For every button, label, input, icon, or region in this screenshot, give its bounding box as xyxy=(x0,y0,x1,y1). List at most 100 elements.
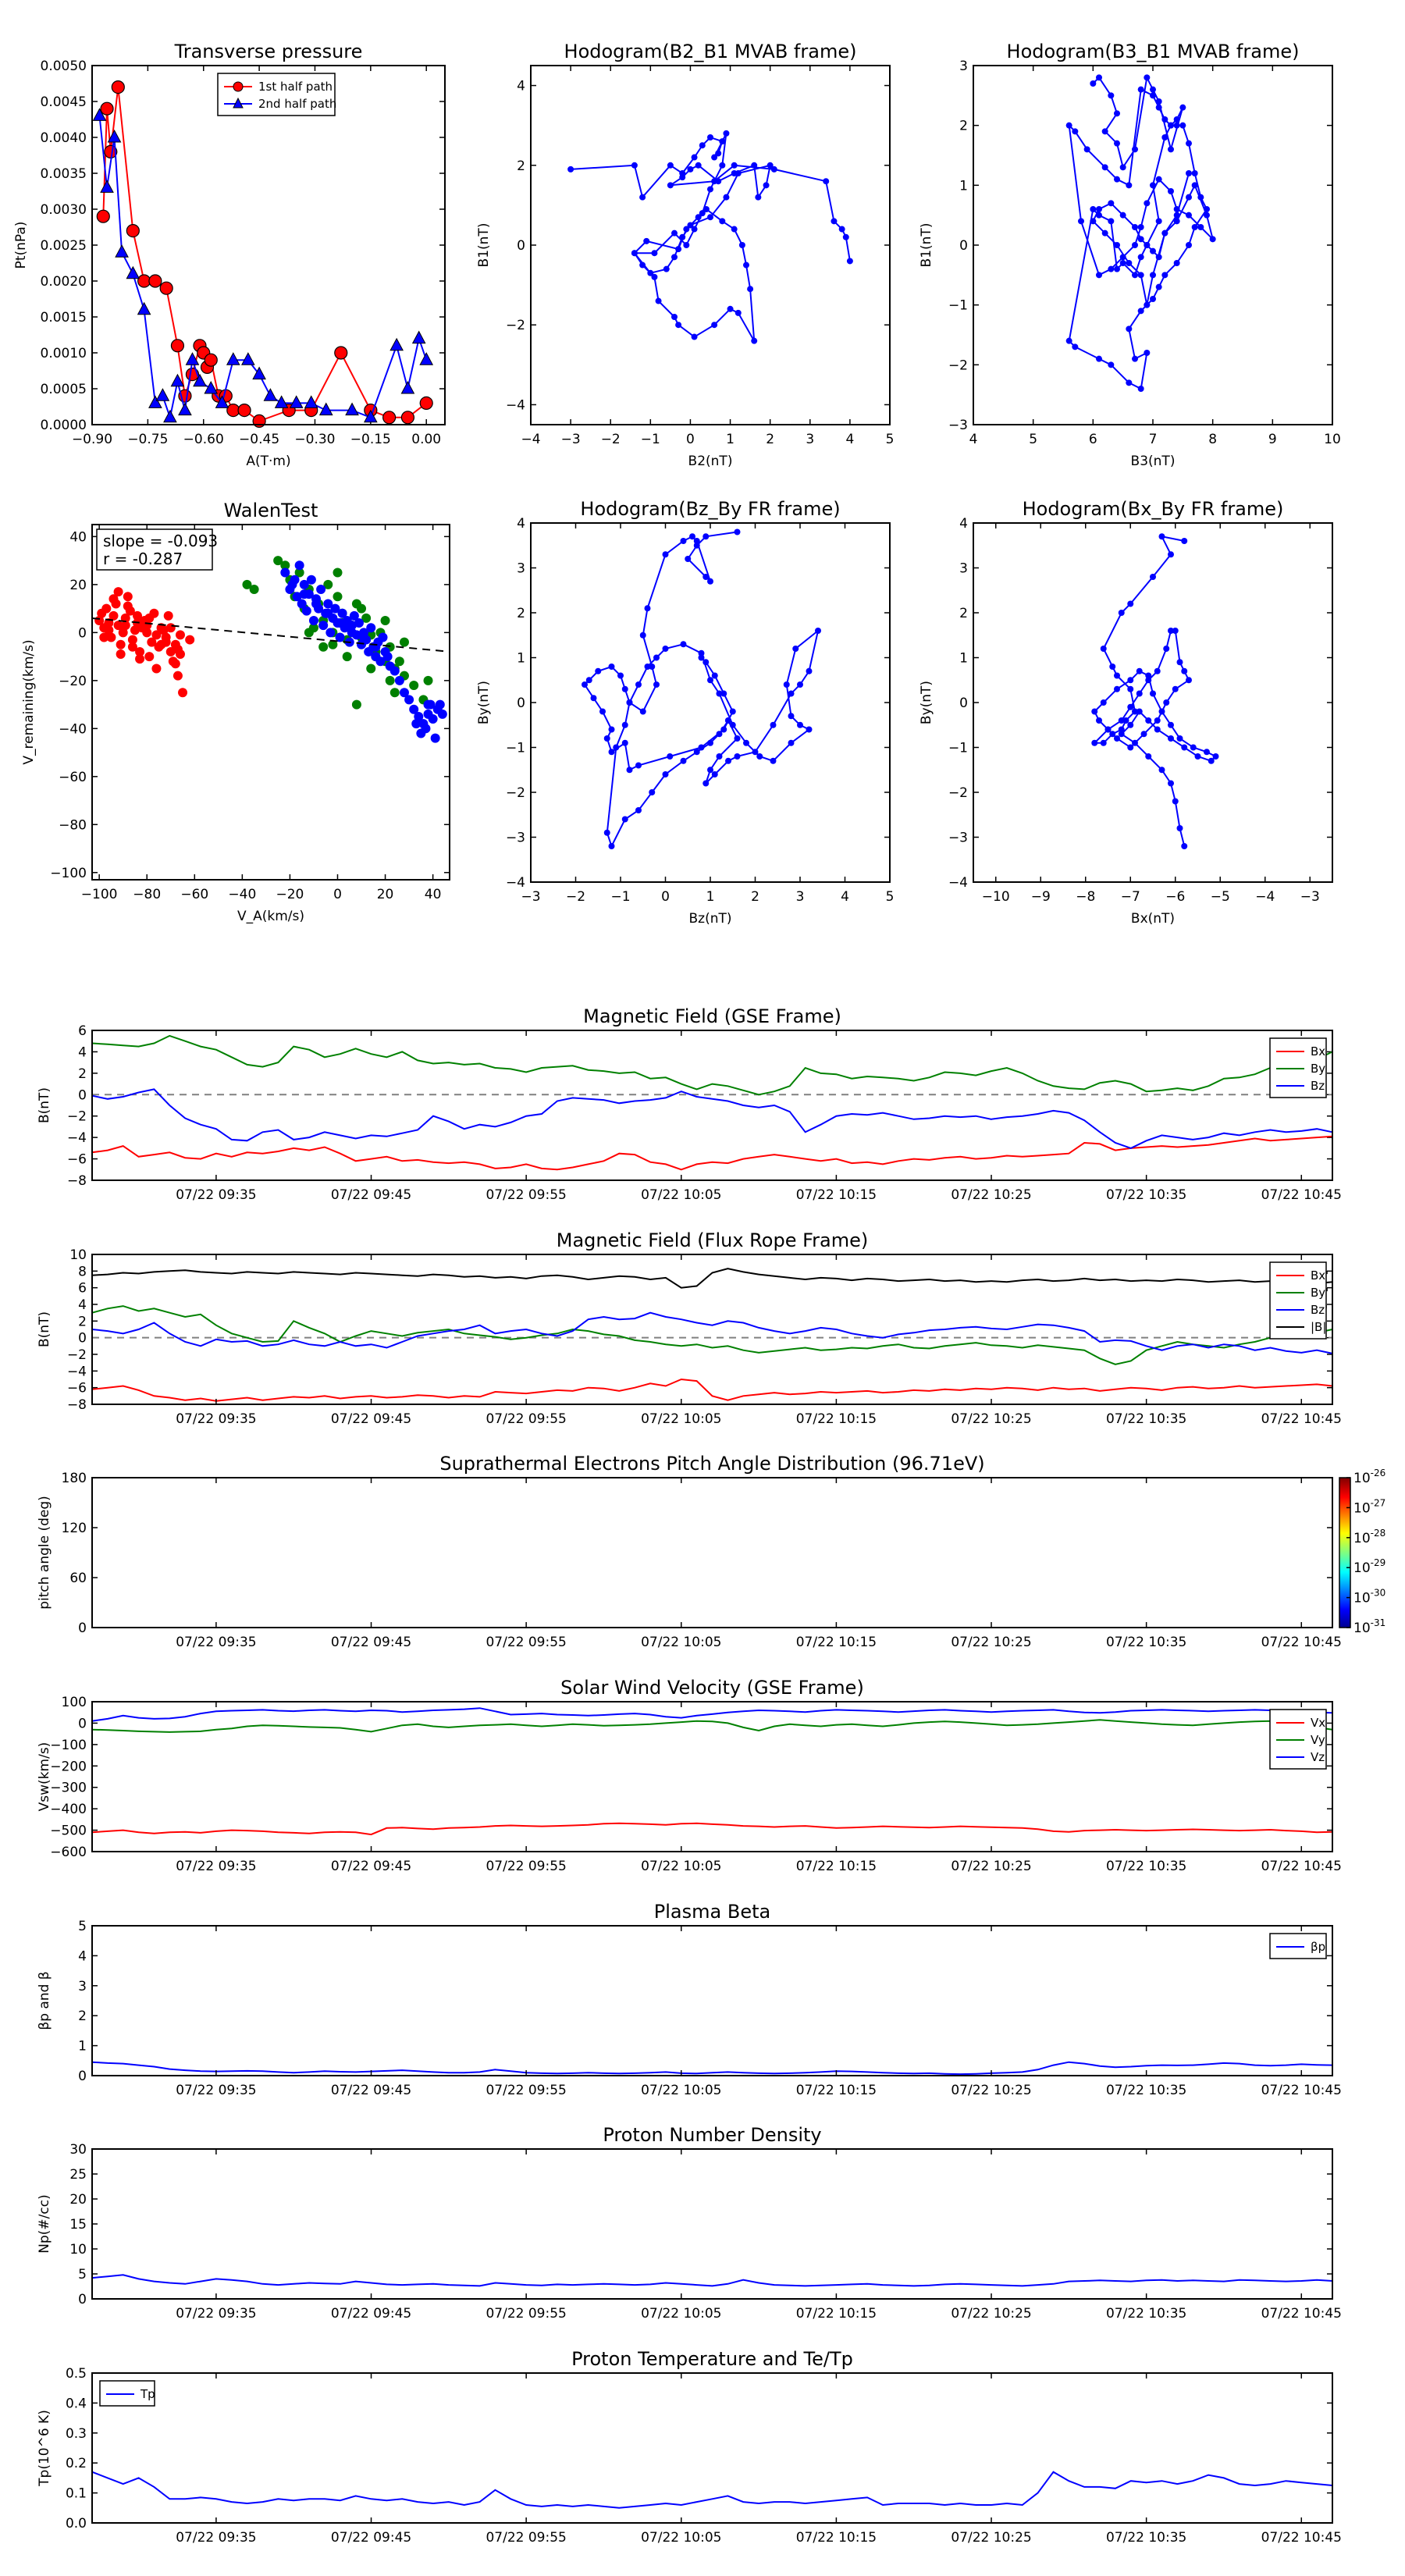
time-tick-label: 07/22 09:35 xyxy=(176,2083,256,2098)
legend-label: Bx' xyxy=(1311,1268,1329,1283)
time-tick-label: 07/22 10:05 xyxy=(641,1859,721,1874)
hodogram-b3-b1-chart: Hodogram(B3_B1 MVAB frame) −3 −2 −1 0 1 2 3 B1(n… xyxy=(919,41,1341,469)
data-point xyxy=(148,274,162,288)
data-point xyxy=(175,630,185,640)
data-point xyxy=(414,711,424,721)
data-point xyxy=(411,330,426,344)
data-point xyxy=(204,353,218,367)
data-point xyxy=(113,587,123,597)
data-point xyxy=(1119,254,1126,261)
time-tick-label: 07/22 10:35 xyxy=(1106,2530,1186,2546)
data-point xyxy=(715,150,722,157)
data-point xyxy=(1072,343,1079,350)
y-tick-label: 20 xyxy=(69,2192,87,2208)
time-tick-label: 07/22 10:15 xyxy=(796,2083,877,2098)
x-tick-label: 10 xyxy=(1324,432,1341,447)
data-point xyxy=(1150,92,1156,99)
data-point xyxy=(1132,242,1138,248)
data-point xyxy=(1168,628,1174,634)
data-point xyxy=(585,677,592,684)
data-point xyxy=(1181,667,1188,674)
y-tick-label: 0.5 xyxy=(66,2366,87,2382)
y-tick-label: −40 xyxy=(59,721,87,737)
data-point xyxy=(683,242,690,248)
data-point xyxy=(842,233,849,240)
data-point xyxy=(702,574,710,580)
y-tick-label: 0.0035 xyxy=(41,166,87,182)
data-point xyxy=(702,533,710,540)
x-tick-label: 1 xyxy=(706,889,715,905)
y-tick-label: 10 xyxy=(69,2242,87,2258)
data-point xyxy=(731,170,738,176)
data-point xyxy=(147,637,157,647)
y-tick-label: 0 xyxy=(78,1716,87,1731)
data-point xyxy=(1145,717,1152,724)
bx-line xyxy=(91,1135,1333,1171)
data-point xyxy=(687,222,694,229)
x-tick-label: −80 xyxy=(133,887,161,902)
y-tick-label: −1 xyxy=(948,741,968,756)
data-point xyxy=(662,551,669,558)
data-point xyxy=(1140,731,1147,738)
2ndhalfpath-line xyxy=(98,116,428,421)
y-tick-label: 3 xyxy=(959,59,968,74)
chart-title: Hodogram(B2_B1 MVAB frame) xyxy=(564,41,857,62)
data-point xyxy=(1122,717,1129,724)
data-point xyxy=(361,613,372,623)
y-tick-label: 2 xyxy=(78,1066,87,1082)
time-tick-label: 07/22 09:45 xyxy=(331,1187,411,1203)
y-tick-label: 3 xyxy=(959,561,968,577)
plot-frame xyxy=(91,2148,1333,2300)
data-point xyxy=(1212,753,1219,760)
time-tick-label: 07/22 09:45 xyxy=(331,2306,411,2322)
walen-test-chart: WalenTest −100 −80 −60 −40 −20 0 20 40 V_remainin… xyxy=(21,500,450,924)
time-tick-label: 07/22 10:25 xyxy=(951,1859,1031,1874)
plot-frame xyxy=(973,65,1333,425)
data-point xyxy=(1126,326,1133,333)
data-point xyxy=(702,780,710,787)
data-point xyxy=(1173,218,1180,225)
data-point xyxy=(626,767,633,774)
y-tick-label: 0 xyxy=(78,1087,87,1103)
data-point xyxy=(695,162,702,169)
data-point xyxy=(617,672,624,679)
data-point xyxy=(1145,672,1152,679)
data-point xyxy=(603,735,610,742)
legend-label: Tp xyxy=(140,2387,155,2401)
magnetic-field-fr-chart: Magnetic Field (Flux Rope Frame) −8−6 −4−2… xyxy=(37,1229,1342,1427)
y-tick-label: −2 xyxy=(506,318,525,333)
x-tick-label: −2 xyxy=(566,889,585,905)
x-tick-label: 0 xyxy=(333,887,342,902)
time-tick-label: 07/22 10:05 xyxy=(641,1635,721,1650)
data-point xyxy=(671,254,678,261)
data-point xyxy=(699,210,706,217)
data-point xyxy=(1126,260,1133,266)
data-point xyxy=(215,395,229,408)
data-point xyxy=(1119,164,1126,171)
r-annotation: r = -0.287 xyxy=(103,550,183,568)
y-tick-label: 4 xyxy=(78,1948,87,1964)
data-point xyxy=(430,733,440,743)
data-point xyxy=(92,108,107,121)
y-tick-label: 0.0020 xyxy=(41,274,87,290)
data-point xyxy=(1150,247,1156,254)
data-point xyxy=(1186,212,1192,219)
time-tick-label: 07/22 09:35 xyxy=(176,2530,256,2546)
data-point xyxy=(691,226,698,233)
data-point xyxy=(435,699,445,710)
data-point xyxy=(797,681,803,688)
data-point xyxy=(1090,80,1097,87)
data-point xyxy=(1155,176,1162,183)
y-tick-label: 0.1 xyxy=(66,2486,87,2502)
data-point xyxy=(720,726,727,733)
data-point xyxy=(1176,735,1183,742)
chart-title: Plasma Beta xyxy=(654,1901,770,1923)
y-tick-label: 0 xyxy=(78,2292,87,2307)
data-point xyxy=(662,646,669,652)
data-point xyxy=(1114,176,1120,183)
series-line xyxy=(1068,75,1215,390)
data-point xyxy=(1150,690,1156,697)
data-point xyxy=(635,762,642,769)
data-point xyxy=(1136,708,1143,715)
x-tick-label: −0.30 xyxy=(294,432,335,447)
